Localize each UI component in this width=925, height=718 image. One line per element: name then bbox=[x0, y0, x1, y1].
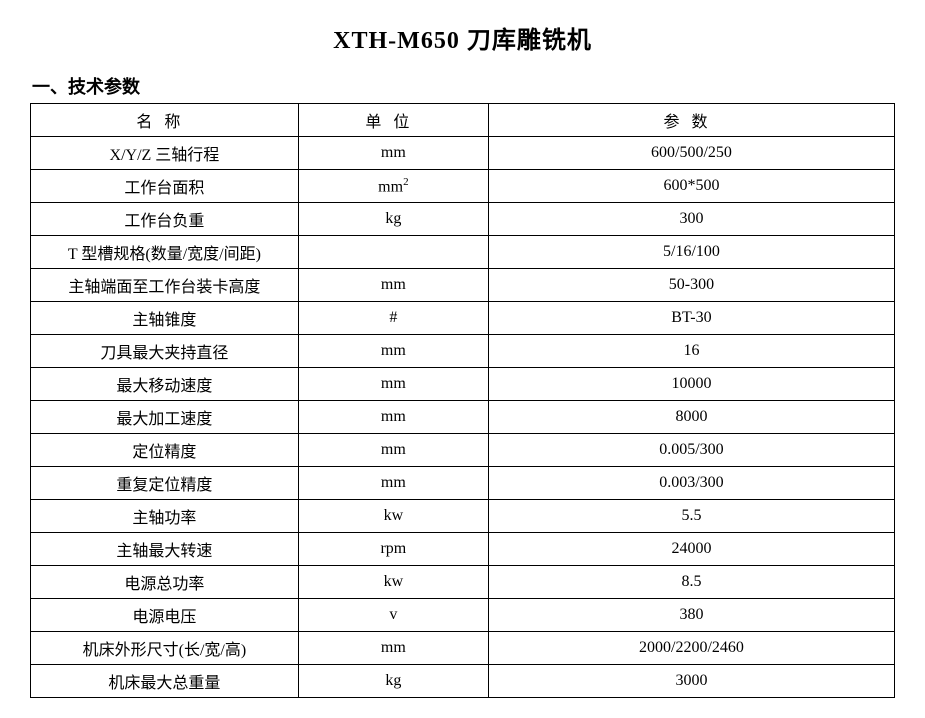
cell-name: 最大加工速度 bbox=[31, 401, 299, 434]
cell-param: 8.5 bbox=[488, 566, 894, 599]
table-body: X/Y/Z 三轴行程mm600/500/250工作台面积mm2600*500工作… bbox=[31, 137, 895, 698]
table-row: 重复定位精度mm0.003/300 bbox=[31, 467, 895, 500]
table-row: 工作台负重kg300 bbox=[31, 203, 895, 236]
table-row: T 型槽规格(数量/宽度/间距) 5/16/100 bbox=[31, 236, 895, 269]
table-row: 最大加工速度mm8000 bbox=[31, 401, 895, 434]
cell-unit: mm bbox=[298, 401, 488, 434]
cell-unit: mm bbox=[298, 632, 488, 665]
cell-unit: kw bbox=[298, 500, 488, 533]
cell-unit: mm2 bbox=[298, 170, 488, 203]
col-header-param: 参数 bbox=[488, 104, 894, 137]
cell-unit: mm bbox=[298, 368, 488, 401]
table-row: 主轴最大转速rpm24000 bbox=[31, 533, 895, 566]
cell-name: 主轴最大转速 bbox=[31, 533, 299, 566]
table-row: 工作台面积mm2600*500 bbox=[31, 170, 895, 203]
cell-name: X/Y/Z 三轴行程 bbox=[31, 137, 299, 170]
col-header-name: 名称 bbox=[31, 104, 299, 137]
cell-param: 3000 bbox=[488, 665, 894, 698]
cell-unit: mm bbox=[298, 137, 488, 170]
section-heading: 一、技术参数 bbox=[32, 73, 895, 99]
table-row: 刀具最大夹持直径mm16 bbox=[31, 335, 895, 368]
cell-unit: mm bbox=[298, 269, 488, 302]
cell-name: 主轴功率 bbox=[31, 500, 299, 533]
cell-unit: rpm bbox=[298, 533, 488, 566]
cell-param: 16 bbox=[488, 335, 894, 368]
cell-param: 600*500 bbox=[488, 170, 894, 203]
cell-unit: kg bbox=[298, 665, 488, 698]
unit-superscript: 2 bbox=[403, 176, 409, 188]
cell-param: 5.5 bbox=[488, 500, 894, 533]
table-row: 主轴锥度#BT-30 bbox=[31, 302, 895, 335]
cell-unit: mm bbox=[298, 434, 488, 467]
cell-param: 0.005/300 bbox=[488, 434, 894, 467]
cell-unit: kg bbox=[298, 203, 488, 236]
cell-unit: mm bbox=[298, 467, 488, 500]
cell-param: 50-300 bbox=[488, 269, 894, 302]
cell-param: 5/16/100 bbox=[488, 236, 894, 269]
table-row: 主轴端面至工作台装卡高度mm50-300 bbox=[31, 269, 895, 302]
cell-param: BT-30 bbox=[488, 302, 894, 335]
table-row: 机床最大总重量kg3000 bbox=[31, 665, 895, 698]
cell-param: 380 bbox=[488, 599, 894, 632]
table-row: 主轴功率kw5.5 bbox=[31, 500, 895, 533]
cell-name: 主轴端面至工作台装卡高度 bbox=[31, 269, 299, 302]
cell-param: 10000 bbox=[488, 368, 894, 401]
cell-param: 8000 bbox=[488, 401, 894, 434]
specifications-table: 名称 单位 参数 X/Y/Z 三轴行程mm600/500/250工作台面积mm2… bbox=[30, 103, 895, 698]
cell-name: 电源电压 bbox=[31, 599, 299, 632]
table-row: 电源总功率kw8.5 bbox=[31, 566, 895, 599]
cell-name: T 型槽规格(数量/宽度/间距) bbox=[31, 236, 299, 269]
cell-unit bbox=[298, 236, 488, 269]
cell-name: 工作台负重 bbox=[31, 203, 299, 236]
cell-param: 24000 bbox=[488, 533, 894, 566]
page-title: XTH-M650 刀库雕铣机 bbox=[30, 20, 895, 55]
cell-unit: mm bbox=[298, 335, 488, 368]
cell-param: 0.003/300 bbox=[488, 467, 894, 500]
table-row: 电源电压v380 bbox=[31, 599, 895, 632]
table-row: 最大移动速度mm10000 bbox=[31, 368, 895, 401]
cell-name: 电源总功率 bbox=[31, 566, 299, 599]
cell-unit: kw bbox=[298, 566, 488, 599]
cell-name: 工作台面积 bbox=[31, 170, 299, 203]
cell-name: 重复定位精度 bbox=[31, 467, 299, 500]
cell-name: 定位精度 bbox=[31, 434, 299, 467]
col-header-unit: 单位 bbox=[298, 104, 488, 137]
cell-name: 机床最大总重量 bbox=[31, 665, 299, 698]
table-row: 定位精度mm0.005/300 bbox=[31, 434, 895, 467]
cell-name: 机床外形尺寸(长/宽/高) bbox=[31, 632, 299, 665]
unit-base: mm bbox=[378, 178, 403, 195]
table-row: 机床外形尺寸(长/宽/高)mm2000/2200/2460 bbox=[31, 632, 895, 665]
cell-unit: # bbox=[298, 302, 488, 335]
table-row: X/Y/Z 三轴行程mm600/500/250 bbox=[31, 137, 895, 170]
cell-name: 主轴锥度 bbox=[31, 302, 299, 335]
cell-name: 最大移动速度 bbox=[31, 368, 299, 401]
cell-name: 刀具最大夹持直径 bbox=[31, 335, 299, 368]
cell-param: 2000/2200/2460 bbox=[488, 632, 894, 665]
table-header-row: 名称 单位 参数 bbox=[31, 104, 895, 137]
cell-param: 600/500/250 bbox=[488, 137, 894, 170]
cell-param: 300 bbox=[488, 203, 894, 236]
cell-unit: v bbox=[298, 599, 488, 632]
